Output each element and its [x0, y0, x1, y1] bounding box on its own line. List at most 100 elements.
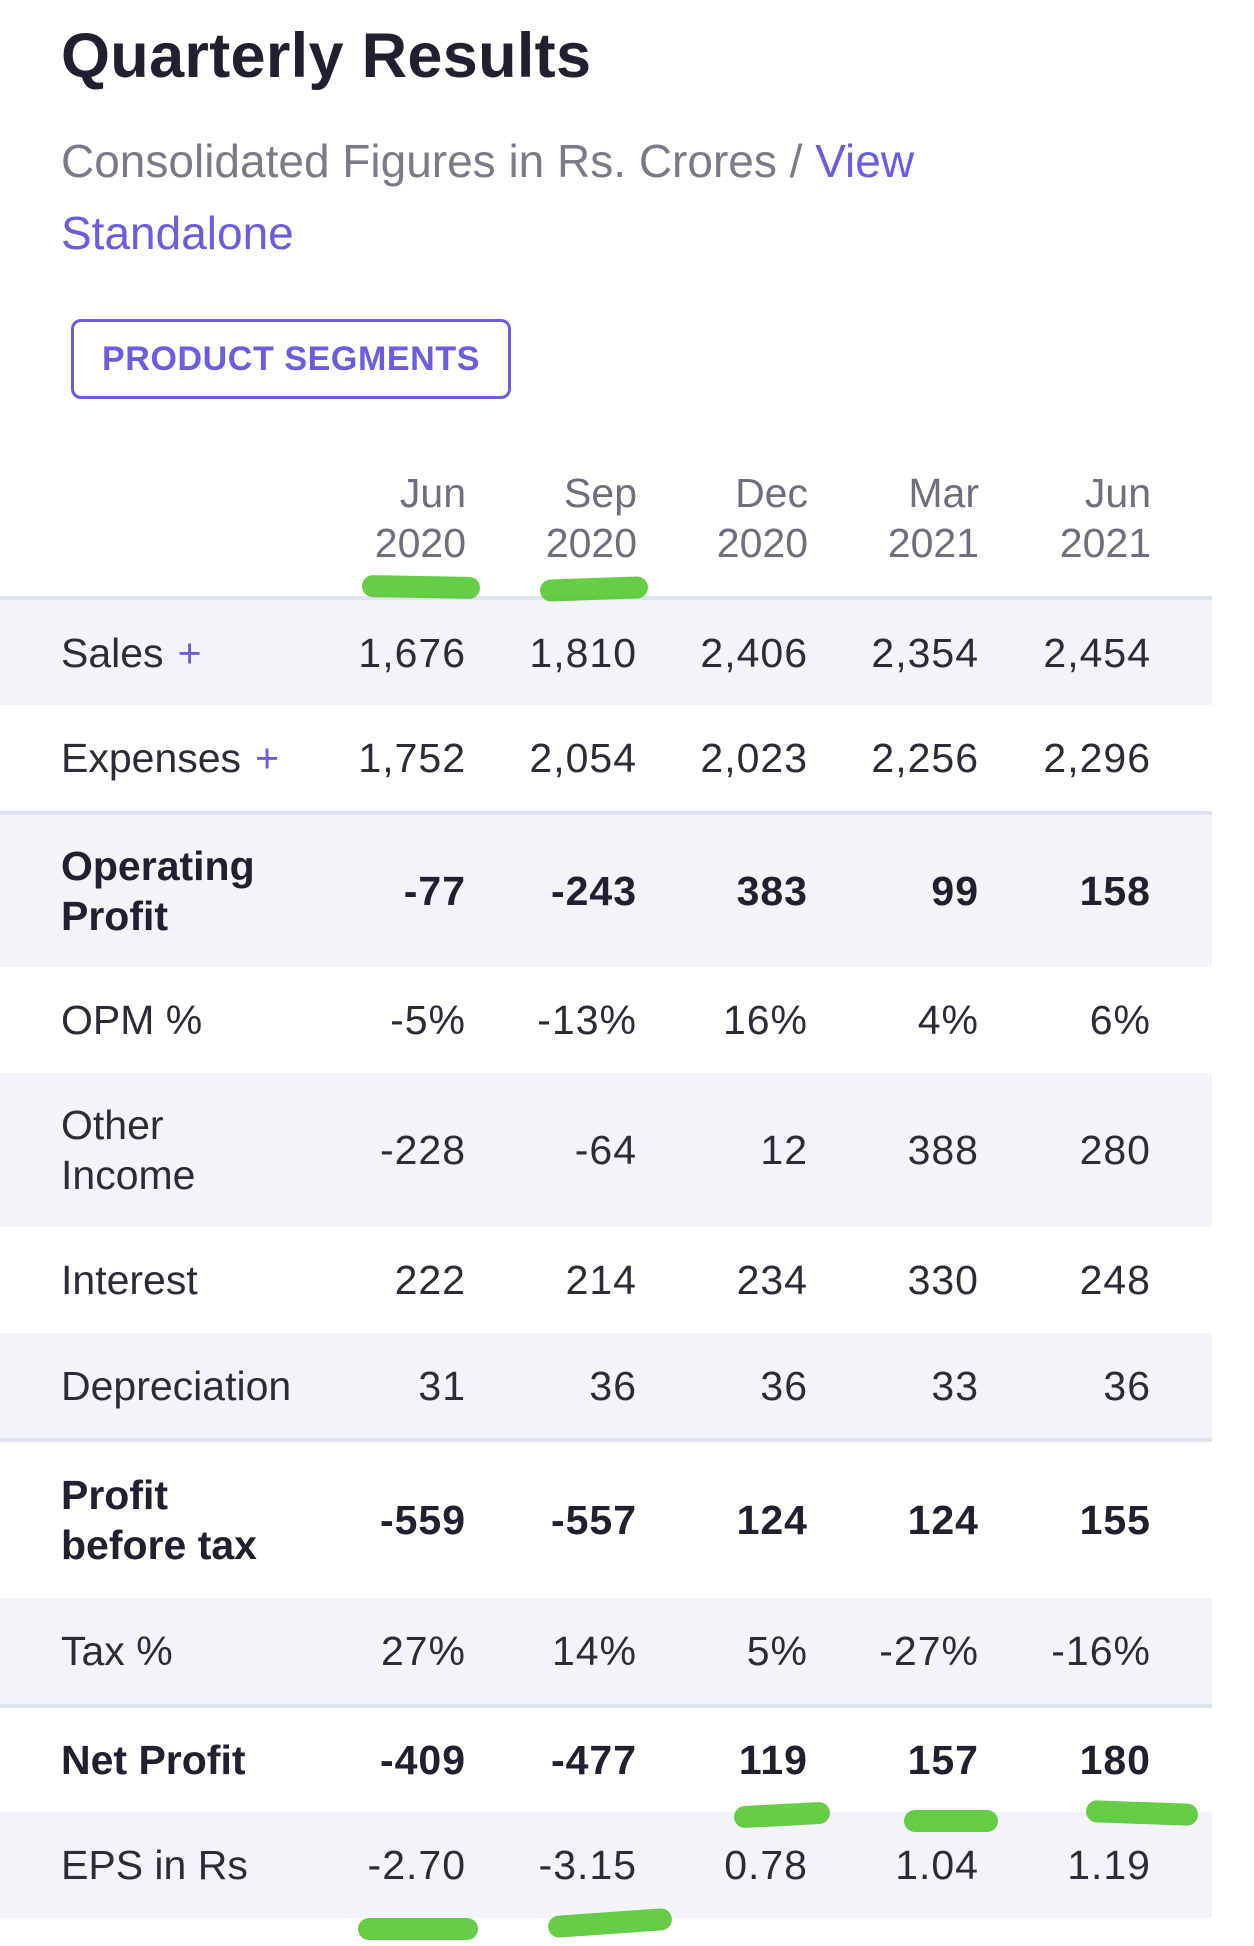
table-row-interest: Interest 222 214 234 330 248: [0, 1227, 1212, 1333]
table-cell: 222: [394, 1257, 466, 1303]
table-cell: 2,023: [700, 735, 808, 781]
table-cell: 2,054: [529, 735, 637, 781]
table-cell: 180: [1079, 1737, 1151, 1783]
column-header: Sep 2020: [497, 468, 637, 568]
table-cell: 1.19: [1067, 1842, 1151, 1888]
table-cell: 1,676: [358, 629, 466, 676]
row-label[interactable]: Sales +: [61, 628, 202, 678]
column-month: Jun: [1084, 470, 1151, 516]
table-cell: -5%: [390, 997, 466, 1043]
row-label-text: Expenses: [61, 735, 242, 781]
table-row-expenses[interactable]: Expenses + 1,752 2,054 2,023 2,256 2,296: [0, 705, 1212, 811]
table-cell: -2.70: [367, 1842, 466, 1888]
table-cell: -477: [550, 1737, 637, 1783]
table-cell: 27%: [380, 1628, 466, 1674]
expand-plus-icon[interactable]: +: [255, 735, 280, 781]
table-row-profit-before-tax: Profit before tax -559 -557 124 124 155: [0, 1438, 1212, 1598]
product-segments-button[interactable]: PRODUCT SEGMENTS: [71, 319, 511, 399]
subtitle-text: Consolidated Figures in Rs. Crores /: [61, 135, 816, 187]
table-row-net-profit: Net Profit -409 -477 119 157 180: [0, 1704, 1212, 1812]
table-cell: 388: [907, 1127, 979, 1173]
table-cell: -27%: [879, 1628, 979, 1674]
column-month: Jun: [399, 470, 466, 516]
table-cell: 12: [760, 1127, 808, 1173]
column-year: 2021: [887, 520, 979, 566]
table-cell: 155: [1079, 1497, 1151, 1543]
column-year: 2020: [374, 520, 466, 566]
table-cell: 157: [907, 1737, 979, 1783]
table-cell: -77: [403, 868, 466, 914]
table-cell: 383: [736, 868, 808, 914]
highlight-mark: [358, 1918, 478, 1940]
table-row-sales[interactable]: Sales + 1,676 1,810 2,406 2,354 2,454: [0, 596, 1212, 705]
results-table: Jun 2020 Sep 2020 Dec 2020 Mar 2021 Jun 2021 …: [0, 456, 1212, 1918]
table-cell: 16%: [722, 997, 808, 1043]
table-cell: 36: [589, 1362, 637, 1409]
table-row-opm: OPM % -5% -13% 16% 4% 6%: [0, 967, 1212, 1073]
view-standalone-link[interactable]: View Standalone: [61, 135, 915, 259]
page-title: Quarterly Results: [61, 21, 592, 91]
table-cell: 248: [1079, 1257, 1151, 1303]
table-cell: -16%: [1051, 1628, 1151, 1674]
column-header: Jun 2021: [1011, 468, 1151, 568]
table-header-row: Jun 2020 Sep 2020 Dec 2020 Mar 2021 Jun 2021: [0, 456, 1212, 596]
table-row-depreciation: Depreciation 31 36 36 33 36: [0, 1333, 1212, 1438]
table-cell: 2,406: [700, 629, 808, 676]
table-cell: 5%: [746, 1628, 808, 1674]
table-cell: 99: [931, 868, 979, 914]
table-cell: -13%: [537, 997, 637, 1043]
row-label: EPS in Rs: [61, 1842, 248, 1888]
row-label: Other Income: [61, 1102, 196, 1198]
page-subtitle: Consolidated Figures in Rs. Crores / Vie…: [61, 125, 1021, 269]
row-label: Depreciation: [61, 1362, 292, 1409]
table-cell: 2,256: [871, 735, 979, 781]
highlight-mark: [361, 574, 481, 600]
table-cell: 280: [1079, 1127, 1151, 1173]
table-cell: 1.04: [895, 1842, 979, 1888]
column-header: Jun 2020: [326, 468, 466, 568]
column-month: Sep: [564, 470, 637, 516]
table-cell: 158: [1079, 868, 1151, 914]
column-month: Mar: [908, 470, 979, 516]
table-cell: -64: [574, 1127, 637, 1173]
row-label[interactable]: Expenses +: [61, 733, 279, 783]
table-cell: 330: [907, 1257, 979, 1303]
table-cell: 234: [736, 1257, 808, 1303]
table-cell: 2,296: [1043, 735, 1151, 781]
table-cell: 6%: [1089, 997, 1151, 1043]
highlight-mark: [539, 576, 649, 602]
column-header: Dec 2020: [668, 468, 808, 568]
column-month: Dec: [735, 470, 808, 516]
table-cell: 36: [1103, 1362, 1151, 1409]
expand-plus-icon[interactable]: +: [177, 629, 202, 676]
table-row-tax: Tax % 27% 14% 5% -27% -16%: [0, 1598, 1212, 1704]
table-cell: -228: [379, 1127, 466, 1173]
table-cell: 119: [738, 1737, 808, 1783]
table-cell: 4%: [917, 997, 979, 1043]
table-cell: 1,810: [529, 629, 637, 676]
table-cell: 124: [736, 1497, 808, 1543]
row-label: Profit before tax: [61, 1472, 257, 1568]
row-label: Net Profit: [61, 1737, 246, 1783]
table-row-other-income: Other Income -228 -64 12 388 280: [0, 1073, 1212, 1227]
table-cell: -559: [379, 1497, 466, 1543]
table-cell: 0.78: [724, 1842, 808, 1888]
table-cell: -557: [550, 1497, 637, 1543]
table-row-operating-profit: Operating Profit -77 -243 383 99 158: [0, 811, 1212, 967]
column-year: 2021: [1059, 520, 1151, 566]
column-year: 2020: [545, 520, 637, 566]
table-cell: 33: [931, 1362, 979, 1409]
table-cell: 214: [565, 1257, 637, 1303]
column-header: Mar 2021: [839, 468, 979, 568]
table-cell: -243: [550, 868, 637, 914]
table-cell: 1,752: [358, 735, 466, 781]
row-label: OPM %: [61, 997, 203, 1043]
table-row-eps: EPS in Rs -2.70 -3.15 0.78 1.04 1.19: [0, 1812, 1212, 1918]
table-cell: -3.15: [538, 1842, 637, 1888]
table-cell: 2,454: [1043, 629, 1151, 676]
highlight-mark: [1085, 1800, 1199, 1826]
column-year: 2020: [716, 520, 808, 566]
table-cell: -409: [379, 1737, 466, 1783]
table-cell: 36: [760, 1362, 808, 1409]
